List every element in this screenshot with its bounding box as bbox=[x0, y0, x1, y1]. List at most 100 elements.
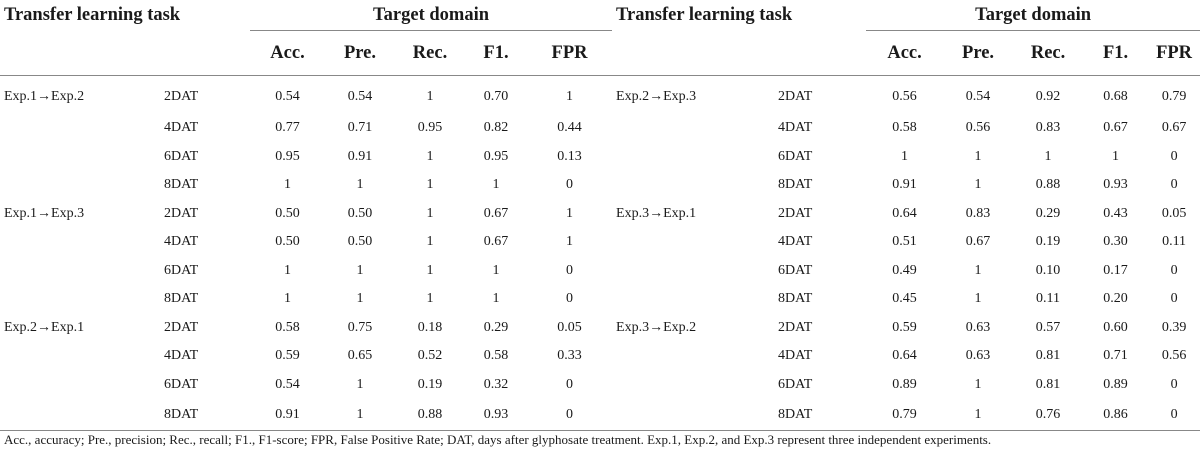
f1-cell-right: 0.71 bbox=[1103, 348, 1128, 364]
f1-cell-left: 0.67 bbox=[483, 205, 509, 221]
f1-cell-left: 0.93 bbox=[465, 399, 527, 431]
dat-cell-left: 6DAT bbox=[164, 262, 199, 278]
fpr-cell-left: 0.13 bbox=[557, 148, 582, 164]
table-row: 8DAT 1 1 1 1 0 8DAT 0.45 1 0.11 0.20 0 bbox=[0, 285, 1200, 314]
rec-cell-right: 0.81 bbox=[1035, 348, 1061, 364]
fpr-cell-left: 0.33 bbox=[557, 348, 582, 364]
metric-f1-left: F1. bbox=[465, 30, 527, 76]
f1-cell-right: 0.60 bbox=[1103, 319, 1128, 335]
acc-cell-left: 0.59 bbox=[275, 348, 300, 364]
pre-cell-left: 0.50 bbox=[347, 205, 373, 221]
pre-cell-left: 1 bbox=[356, 177, 364, 193]
metric-spacer bbox=[612, 30, 773, 76]
pre-cell-right: 0.63 bbox=[965, 319, 991, 335]
fpr-cell-right: 0.39 bbox=[1161, 319, 1187, 335]
f1-cell-left: 0.70 bbox=[483, 89, 509, 104]
header-row: Transfer learning task Target domain Tra… bbox=[0, 0, 1200, 31]
rec-cell-left: 1 bbox=[426, 177, 434, 193]
f1-cell-right: 0.67 bbox=[1103, 120, 1128, 136]
dat-cell-left: 2DAT bbox=[164, 205, 199, 221]
table-row: 4DAT 0.50 0.50 1 0.67 1 4DAT 0.51 0.67 0.19 0.30 0.… bbox=[0, 228, 1200, 257]
task-cell-right: Exp.2→Exp.3 bbox=[616, 89, 697, 104]
rec-cell-left: 1 bbox=[426, 291, 434, 307]
pre-cell-right: 1 bbox=[974, 291, 982, 307]
table-row: 8DAT 0.91 1 0.88 0.93 0 8DAT 0.79 1 0.76 0.86 0 bbox=[0, 399, 1200, 431]
rec-cell-left: 0.95 bbox=[417, 120, 443, 136]
rec-cell-left: 0.52 bbox=[417, 348, 443, 364]
f1-cell-right: 1 bbox=[1112, 148, 1120, 164]
metric-fpr-left: FPR bbox=[527, 30, 613, 76]
pre-cell-left: 1 bbox=[325, 399, 395, 431]
rec-cell-right: 0.76 bbox=[1013, 399, 1084, 431]
fpr-cell-right: 0 bbox=[1170, 262, 1178, 278]
dat-cell-left: 4DAT bbox=[164, 234, 199, 250]
f1-cell-left: 0.82 bbox=[483, 120, 509, 136]
acc-cell-left: 0.77 bbox=[275, 120, 300, 136]
fpr-cell-left: 0 bbox=[527, 399, 613, 431]
f1-cell-right: 0.89 bbox=[1103, 376, 1128, 392]
acc-cell-right: 0.79 bbox=[866, 399, 944, 431]
task-cell-right bbox=[612, 399, 773, 431]
pre-cell-left: 0.65 bbox=[347, 348, 373, 364]
metric-acc-right: Acc. bbox=[866, 30, 944, 76]
table-row: 6DAT 1 1 1 1 0 6DAT 0.49 1 0.10 0.17 0 bbox=[0, 257, 1200, 286]
dat-cell-right: 4DAT bbox=[778, 234, 813, 250]
results-table: Transfer learning task Target domain Tra… bbox=[0, 0, 1200, 431]
task-cell-left: Exp.1→Exp.2 bbox=[4, 89, 85, 104]
pre-cell-left: 0.50 bbox=[347, 234, 373, 250]
metric-pre-left: Pre. bbox=[325, 30, 395, 76]
pre-cell-left: 1 bbox=[356, 291, 364, 307]
pre-cell-right: 0.63 bbox=[965, 348, 991, 364]
f1-cell-right: 0.93 bbox=[1103, 177, 1128, 193]
rec-cell-left: 0.88 bbox=[395, 399, 465, 431]
fpr-cell-right: 0.11 bbox=[1162, 234, 1187, 250]
rec-cell-right: 0.92 bbox=[1035, 89, 1061, 104]
pre-cell-left: 1 bbox=[356, 376, 364, 392]
fpr-cell-left: 0 bbox=[566, 177, 574, 193]
f1-cell-right: 0.17 bbox=[1103, 262, 1128, 278]
fpr-cell-left: 0.05 bbox=[557, 319, 582, 335]
task-cell-right bbox=[612, 228, 772, 257]
rec-cell-right: 0.11 bbox=[1036, 291, 1061, 307]
header-task-right: Transfer learning task bbox=[616, 4, 793, 25]
f1-cell-left: 0.58 bbox=[483, 348, 509, 364]
acc-cell-right: 0.89 bbox=[892, 376, 917, 392]
pre-cell-right: 1 bbox=[974, 376, 982, 392]
pre-cell-right: 0.67 bbox=[965, 234, 991, 250]
fpr-cell-right: 0 bbox=[1148, 399, 1200, 431]
acc-cell-right: 0.58 bbox=[892, 120, 917, 136]
dat-cell-right: 2DAT bbox=[778, 319, 813, 335]
f1-cell-right: 0.68 bbox=[1103, 89, 1128, 104]
header-task-left: Transfer learning task bbox=[4, 4, 181, 25]
pre-cell-left: 1 bbox=[356, 262, 364, 278]
rec-cell-right: 0.83 bbox=[1035, 120, 1061, 136]
acc-cell-left: 1 bbox=[284, 262, 291, 278]
task-cell-left: Exp.1→Exp.3 bbox=[4, 205, 85, 221]
rec-cell-right: 0.81 bbox=[1035, 376, 1061, 392]
f1-cell-left: 1 bbox=[492, 262, 500, 278]
f1-cell-right: 0.30 bbox=[1103, 234, 1128, 250]
pre-cell-left: 0.54 bbox=[347, 89, 373, 104]
fpr-cell-left: 1 bbox=[566, 205, 574, 221]
acc-cell-left: 1 bbox=[284, 291, 291, 307]
fpr-cell-right: 0 bbox=[1170, 291, 1178, 307]
metric-header-row: Acc. Pre. Rec. F1. FPR Acc. Pre. Rec. F1… bbox=[0, 30, 1200, 76]
fpr-cell-right: 0.56 bbox=[1161, 348, 1187, 364]
task-cell-right bbox=[612, 285, 772, 314]
dat-cell-right: 2DAT bbox=[778, 89, 813, 104]
metric-fpr-right: FPR bbox=[1148, 30, 1200, 76]
fpr-cell-left: 0 bbox=[566, 262, 574, 278]
rec-cell-left: 1 bbox=[426, 148, 434, 164]
rec-cell-left: 1 bbox=[426, 262, 434, 278]
table-row: 4DAT 0.59 0.65 0.52 0.58 0.33 4DAT 0.64 0.63 0.81… bbox=[0, 342, 1200, 371]
task-cell-right bbox=[612, 342, 772, 371]
fpr-cell-left: 1 bbox=[566, 89, 574, 104]
rec-cell-left: 1 bbox=[426, 89, 434, 104]
task-cell-left bbox=[0, 342, 158, 371]
acc-cell-right: 1 bbox=[901, 148, 909, 164]
task-cell-left bbox=[0, 285, 158, 314]
dat-cell-left: 4DAT bbox=[164, 120, 199, 136]
fpr-cell-left: 0 bbox=[566, 376, 574, 392]
fpr-cell-right: 0 bbox=[1170, 177, 1178, 193]
pre-cell-right: 1 bbox=[943, 399, 1014, 431]
